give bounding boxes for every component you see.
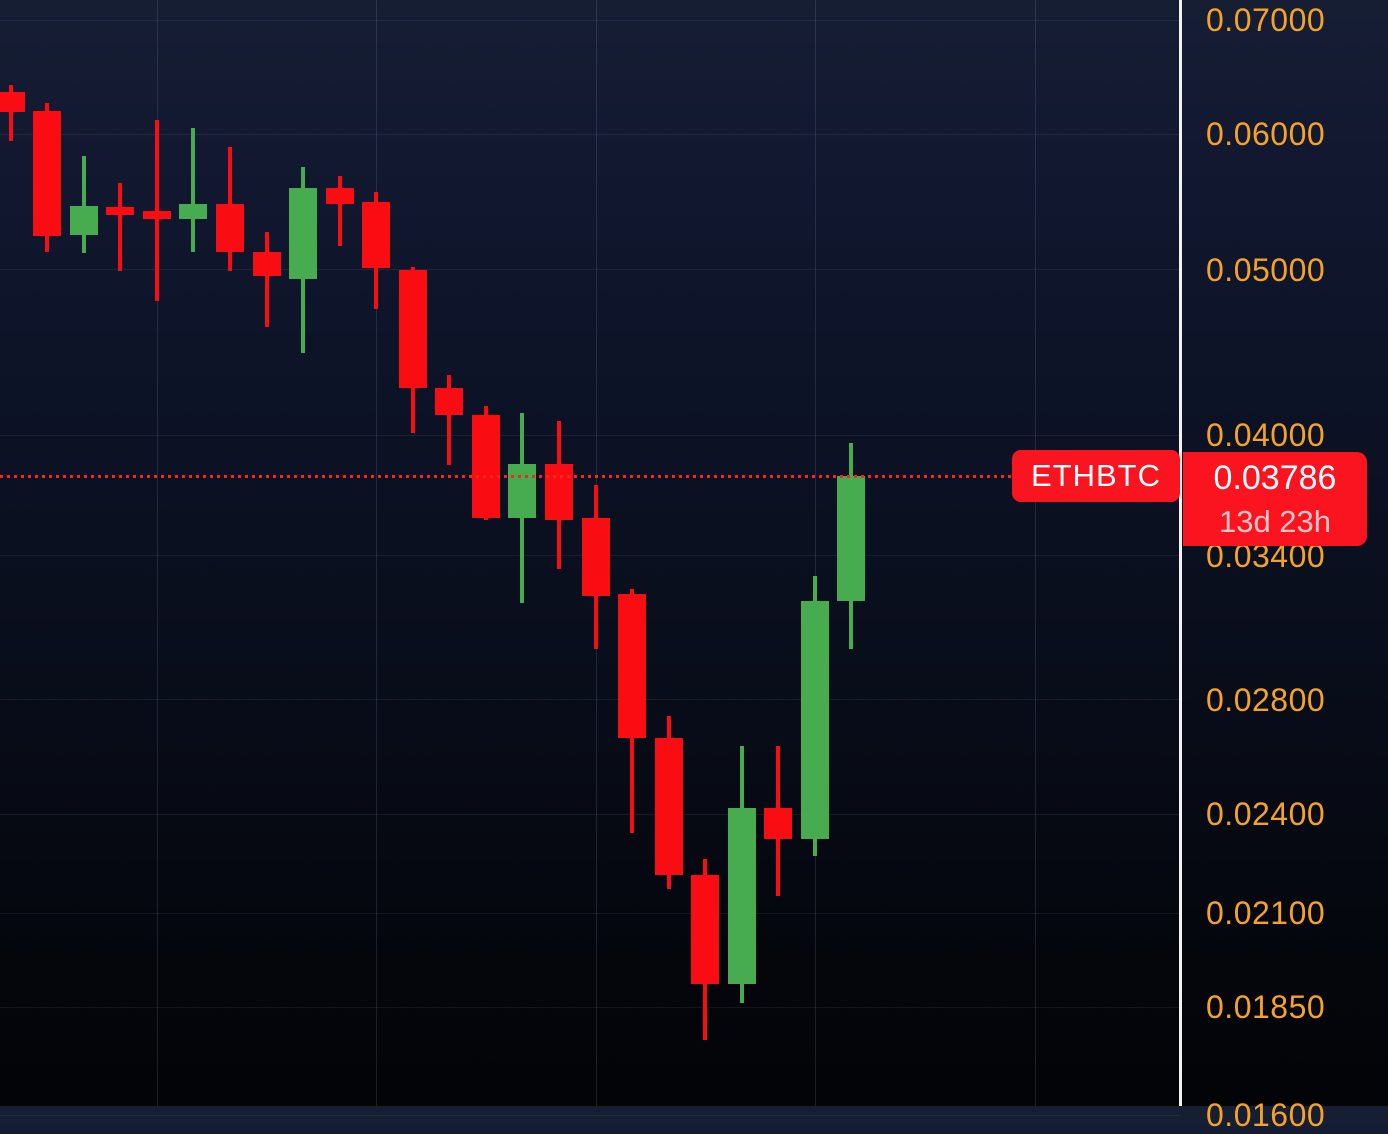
axis-tick-label: 0.02100 [1206, 895, 1326, 932]
gridline-horizontal [0, 19, 1180, 21]
gridline-horizontal [0, 912, 1180, 914]
candle-body-up [800, 600, 829, 840]
candle-wick-down [154, 119, 159, 302]
candle-wick-down [447, 374, 452, 466]
candle-body-down [106, 207, 135, 216]
gridline-horizontal [0, 133, 1180, 135]
candle-body-down [33, 111, 62, 237]
candle-body-up [508, 463, 537, 518]
candle-body-up [289, 188, 318, 279]
gridline-vertical [376, 0, 377, 1106]
axis-tick-label: 0.05000 [1206, 251, 1326, 288]
gridline-horizontal [0, 699, 1180, 701]
last-price-value: 0.03786 [1213, 459, 1337, 497]
candle-body-down [654, 737, 683, 876]
current-price-line [0, 474, 1012, 478]
candle-body-down [435, 388, 464, 416]
candle-body-down [325, 188, 354, 205]
gridline-horizontal [0, 813, 1180, 815]
candle-body-down [581, 517, 610, 597]
axis-tick-label: 0.02400 [1206, 796, 1326, 833]
axis-tick-label: 0.07000 [1206, 2, 1326, 38]
gridline-vertical [156, 0, 158, 1106]
candle-wick-down [118, 182, 123, 272]
candle-body-up [837, 476, 866, 601]
candle-body-down [142, 211, 171, 220]
candle-body-down [216, 204, 244, 253]
candle-wick-up [191, 128, 196, 253]
gridline-horizontal [0, 269, 1180, 271]
candle-body-up [727, 808, 756, 984]
candle-body-up [69, 205, 98, 235]
gridline-vertical [815, 0, 816, 1106]
last-price-tag: 0.03786 13d 23h [1183, 452, 1367, 546]
candle-wick-up [81, 155, 86, 254]
candle-body-down [544, 463, 573, 520]
gridline-vertical [1034, 0, 1036, 1106]
gridline-horizontal [0, 434, 1180, 436]
candle-body-down [362, 201, 391, 269]
candle-body-down [691, 875, 720, 984]
price-axis-separator [1179, 0, 1182, 1106]
axis-tick-label: 0.06000 [1206, 116, 1326, 153]
candle-body-down [398, 269, 427, 389]
axis-tick-label: 0.01850 [1206, 989, 1326, 1026]
candle-body-down [764, 808, 793, 840]
candle-body-down [618, 593, 647, 738]
candle-body-up [179, 204, 208, 220]
symbol-flag-label: ETHBTC [1031, 458, 1161, 493]
price-axis[interactable]: 0.07000 0.06000 0.05000 0.04000 0.03400 0.028… [1183, 0, 1388, 1133]
gridline-horizontal [0, 1114, 1180, 1116]
funding-countdown: 13d 23h [1218, 504, 1332, 539]
symbol-price-flag: ETHBTC [1012, 450, 1180, 502]
candle-body-down [471, 415, 500, 518]
candle-body-down [252, 252, 281, 276]
candle-wick-down [264, 232, 269, 327]
gridline-horizontal [0, 1006, 1180, 1008]
axis-tick-label: 0.04000 [1206, 417, 1326, 454]
candle-wick-down [337, 176, 342, 247]
candle-wick-down [8, 85, 13, 141]
axis-tick-label: 0.01600 [1206, 1097, 1326, 1134]
axis-tick-label: 0.02800 [1206, 681, 1326, 718]
candle-body-down [0, 92, 25, 113]
